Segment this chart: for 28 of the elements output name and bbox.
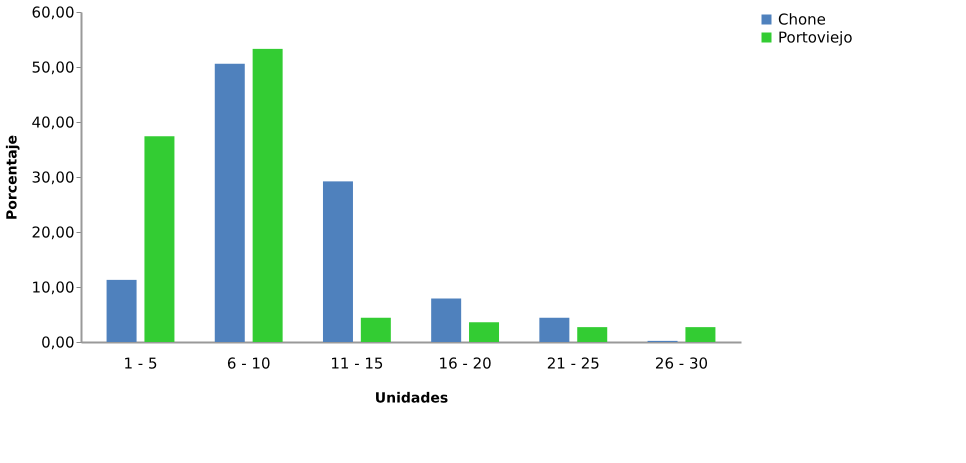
x-tick-label: 21 - 25 <box>546 354 600 372</box>
y-tick-label: 20,00 <box>32 224 74 242</box>
bar <box>685 327 716 342</box>
x-tick-label: 26 - 30 <box>654 354 708 372</box>
legend-label: Chone <box>778 10 826 28</box>
bar <box>214 64 245 342</box>
y-axis-title: Porcentaje <box>4 135 21 220</box>
y-tick-label: 10,00 <box>32 278 74 296</box>
bar <box>431 298 462 342</box>
x-tick-label: 11 - 15 <box>330 354 384 372</box>
bar <box>469 322 500 342</box>
y-tick-label: 50,00 <box>32 58 74 76</box>
bar <box>539 318 570 342</box>
bar <box>360 318 391 342</box>
bar <box>322 181 353 342</box>
x-axis-title: Unidades <box>374 390 448 406</box>
x-tick-label: 16 - 20 <box>438 354 492 372</box>
bar <box>252 48 283 342</box>
y-tick-label: 30,00 <box>32 168 74 186</box>
bar <box>106 280 137 342</box>
bar <box>144 136 174 342</box>
x-tick-label: 1 - 5 <box>123 354 158 372</box>
bar <box>577 327 608 342</box>
y-tick-label: 0,00 <box>41 334 74 352</box>
legend-label: Portoviejo <box>778 28 853 46</box>
y-tick-label: 60,00 <box>32 4 74 22</box>
x-tick-label: 6 - 10 <box>226 354 270 372</box>
y-tick-label: 40,00 <box>32 114 74 132</box>
